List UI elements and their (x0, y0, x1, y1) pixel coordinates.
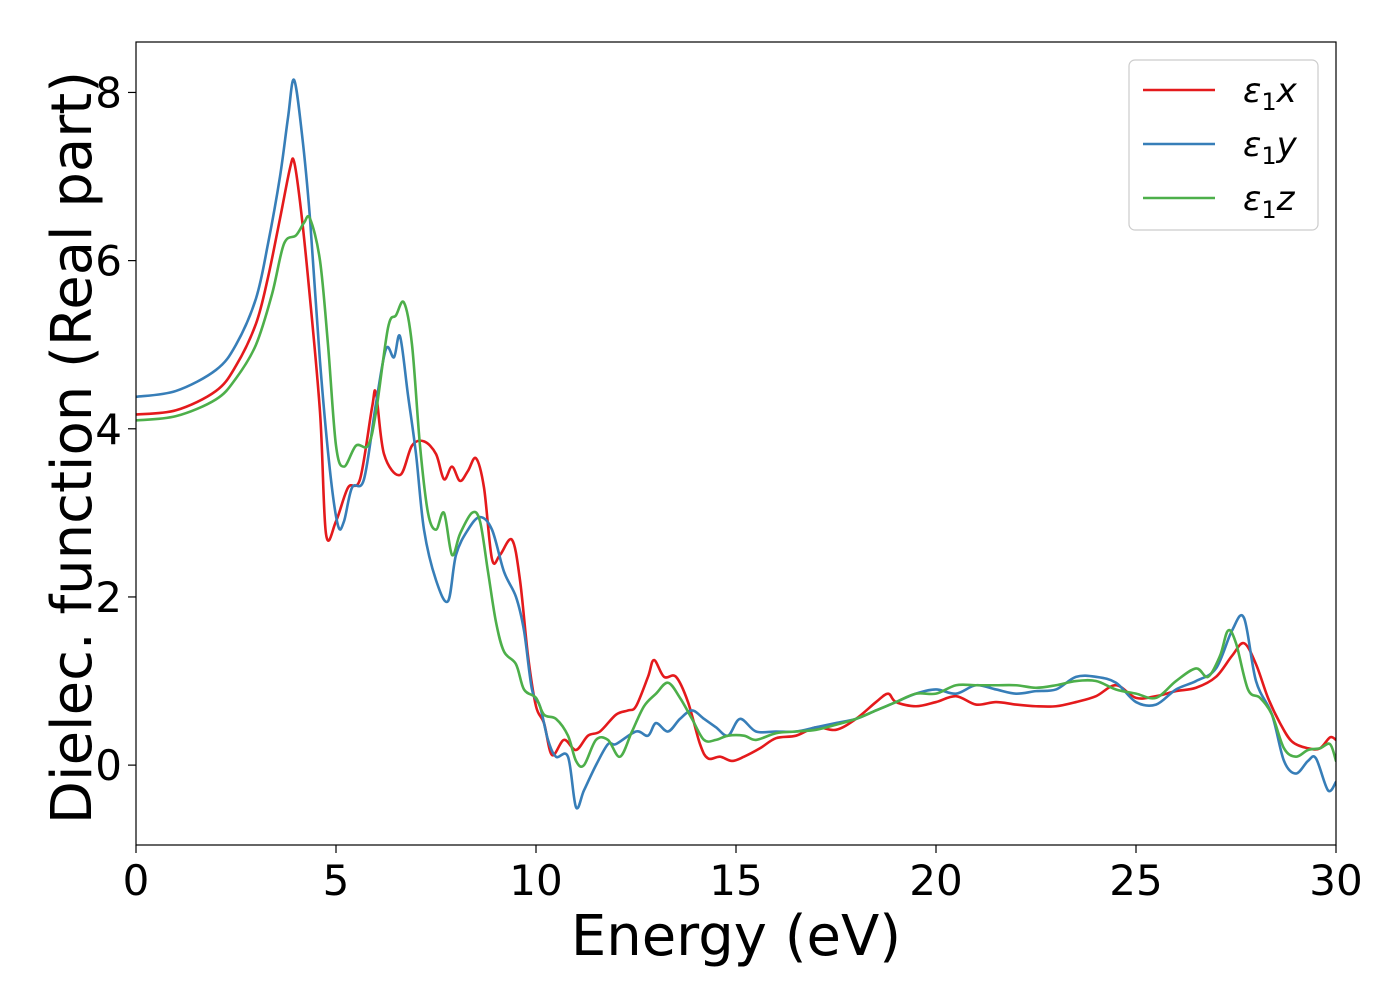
ticks-layer: 0 5 10 15 20 25 30 0 2 4 6 8 (95, 68, 1362, 905)
legend-label: ε1z (1243, 179, 1296, 224)
series-line-x (136, 157, 1336, 763)
legend-box (1128, 59, 1319, 231)
y-tick-label: 0 (95, 741, 122, 790)
series-layer (136, 78, 1336, 810)
legend-label: ε1x (1243, 71, 1298, 116)
legend-label: ε1y (1243, 125, 1298, 170)
series-line-y (136, 78, 1336, 810)
y-tick-label: 2 (95, 573, 122, 622)
y-axis-label: Dielec. function (Real part) (40, 71, 105, 824)
x-tick-label: 10 (509, 856, 562, 905)
series-line-z (136, 214, 1336, 768)
y-tick-label: 4 (95, 405, 122, 454)
y-tick-label: 6 (95, 237, 122, 286)
x-tick-label: 0 (123, 856, 150, 905)
x-tick-label: 30 (1309, 856, 1362, 905)
x-tick-label: 20 (909, 856, 962, 905)
x-tick-label: 15 (709, 856, 762, 905)
x-tick-label: 5 (323, 856, 350, 905)
x-tick-label: 25 (1109, 856, 1162, 905)
y-tick-label: 8 (95, 68, 122, 117)
legend: ε1x ε1y ε1z (1128, 59, 1319, 231)
x-axis-label: Energy (eV) (571, 904, 901, 969)
